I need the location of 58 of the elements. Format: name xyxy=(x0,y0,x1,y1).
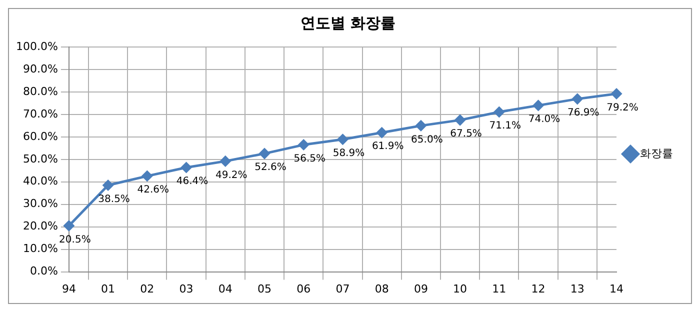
point xyxy=(572,94,583,104)
data-label: 65.0% xyxy=(411,134,443,146)
point xyxy=(220,156,231,166)
data-label: 46.4% xyxy=(176,176,208,188)
point xyxy=(611,88,622,100)
x-tick-label: 13 xyxy=(570,282,584,296)
x-tick-label: 01 xyxy=(101,282,116,296)
y-tick-label: 50.0% xyxy=(22,152,58,166)
y-tick-label: 70.0% xyxy=(22,107,58,120)
chart-title: 연도별 화장률 xyxy=(300,14,396,32)
y-tick-label: 80.0% xyxy=(22,84,58,98)
point xyxy=(454,114,466,126)
data-label: 58.9% xyxy=(332,148,365,159)
x-tick-label: 09 xyxy=(414,282,428,296)
x-tick-label: 11 xyxy=(492,282,506,296)
data-label: 49.2% xyxy=(215,170,248,181)
point xyxy=(376,127,388,138)
data-label: 79.2% xyxy=(606,102,638,114)
x-tick-label: 03 xyxy=(179,282,194,296)
y-tick-label: 40.0% xyxy=(22,174,58,188)
data-label: 52.6% xyxy=(254,162,286,174)
point xyxy=(298,140,309,150)
x-tick-label: 10 xyxy=(453,282,468,296)
data-label: 38.5% xyxy=(98,194,130,205)
point xyxy=(337,134,348,145)
y-tick-label: 0.0% xyxy=(30,264,58,278)
y-tick-label: 30.0% xyxy=(22,197,58,210)
x-tick-label: 06 xyxy=(296,282,311,296)
data-label: 56.5% xyxy=(294,153,326,164)
x-tick-label: 94 xyxy=(62,282,76,296)
y-tick-label: 10.0% xyxy=(22,242,58,256)
data-label: 42.6% xyxy=(137,184,170,196)
data-label: 71.1% xyxy=(489,120,522,132)
point xyxy=(494,106,504,118)
y-tick-label: 90.0% xyxy=(22,62,58,76)
data-label: 61.9% xyxy=(372,141,404,152)
x-tick-label: 07 xyxy=(336,282,350,296)
data-label: 76.9% xyxy=(568,108,600,119)
point xyxy=(64,220,74,231)
legend-label: 화장률 xyxy=(640,146,673,160)
point xyxy=(142,170,152,182)
data-label: 20.5% xyxy=(59,234,91,246)
point xyxy=(181,162,192,173)
y-tick-label: 60.0% xyxy=(22,130,58,143)
x-tick-label: 04 xyxy=(218,282,232,296)
y-tick-label: 100.0% xyxy=(16,40,58,53)
point xyxy=(416,120,426,131)
y-tick-label: 20.0% xyxy=(22,220,58,233)
x-tick-label: 02 xyxy=(140,282,154,296)
point xyxy=(259,148,270,159)
data-label: 74.0% xyxy=(528,114,560,126)
data-label: 67.5% xyxy=(450,128,482,140)
point xyxy=(533,100,544,111)
x-tick-label: 08 xyxy=(374,282,389,296)
x-tick-label: 05 xyxy=(258,282,272,296)
x-tick-label: 12 xyxy=(531,282,546,296)
point xyxy=(102,180,114,190)
x-tick-label: 14 xyxy=(610,282,624,296)
